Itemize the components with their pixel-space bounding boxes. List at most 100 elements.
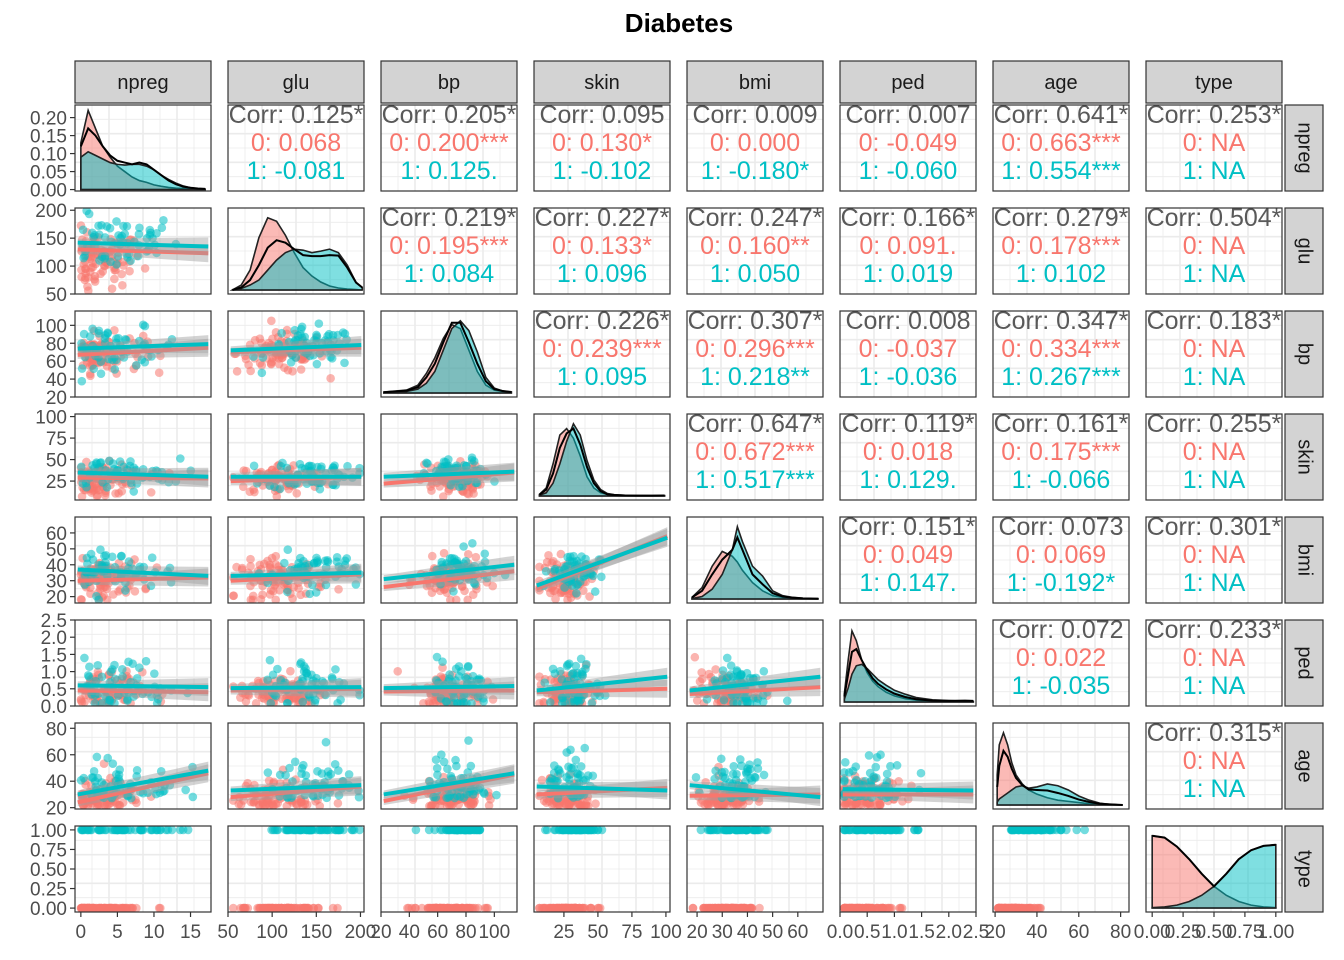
scatter-point: [422, 458, 431, 468]
scatter-point: [433, 770, 442, 780]
scatter-point: [410, 903, 420, 912]
scatter-point: [78, 225, 88, 235]
scatter-point: [459, 698, 468, 706]
scatter-point: [355, 463, 364, 473]
scatter-point: [156, 826, 165, 835]
scatter-point: [585, 592, 594, 601]
scatter-point: [704, 669, 714, 679]
scatter-point: [464, 736, 473, 745]
scatter-point: [490, 477, 499, 486]
scatter-point: [560, 583, 569, 592]
regression-group1: [536, 784, 668, 793]
scatter-point: [104, 354, 113, 364]
scatter-point: [417, 903, 427, 912]
scatter-point: [113, 251, 123, 261]
scatter-point: [313, 767, 322, 776]
scatter-point: [720, 773, 730, 783]
corr-ped-type: Corr: 0.233*0: NA1: NA: [1147, 616, 1282, 700]
scatter-point: [916, 768, 926, 778]
corr-group1: 1: NA: [1183, 672, 1246, 700]
scatter-point: [275, 903, 285, 912]
scatter-point: [442, 697, 452, 706]
scatter-point: [575, 903, 585, 912]
scatter-point: [291, 826, 301, 835]
grid-glu-bmi: [687, 208, 823, 294]
scatter-age-vs-ped: [840, 750, 974, 809]
scatter-point: [315, 478, 325, 488]
scatter-point: [286, 666, 295, 676]
scatter-point: [328, 480, 338, 490]
scatter-point: [450, 826, 459, 835]
scatter-point: [447, 903, 457, 912]
scatter-point: [111, 338, 121, 348]
scatter-point: [480, 549, 490, 559]
scatter-point: [588, 771, 598, 781]
scatter-age-vs-glu: [228, 737, 364, 809]
scatter-point: [340, 556, 350, 566]
regression-group1: [842, 787, 974, 793]
corr-overall: Corr: 0.227*: [535, 204, 670, 232]
density-bp-overall: [383, 321, 512, 394]
regression-group1: [230, 343, 362, 353]
corr-overall: Corr: 0.647*: [688, 410, 823, 438]
scatter-point: [579, 571, 589, 580]
scatter-point: [872, 773, 881, 783]
corr-group0: 0: 0.195***: [389, 232, 509, 260]
scatter-point: [255, 334, 265, 343]
corr-group0: 0: 0.068: [251, 129, 341, 157]
scatter-point: [726, 670, 735, 679]
scatter-point: [585, 826, 594, 835]
scatter-point: [730, 903, 739, 912]
scatter-point: [92, 492, 102, 500]
scatter-point: [587, 570, 596, 579]
scatter-point: [120, 335, 130, 344]
scatter-point: [143, 788, 153, 797]
corr-overall: Corr: 0.233*: [1147, 616, 1282, 644]
scatter-point: [292, 489, 302, 498]
scatter-point: [123, 791, 133, 801]
scatter-point: [156, 766, 166, 776]
scatter-point: [138, 465, 148, 474]
scatter-point: [77, 339, 86, 348]
grid-skin-age: [993, 414, 1129, 500]
scatter-point: [755, 903, 764, 912]
corr-overall: Corr: 0.301*: [1147, 513, 1282, 541]
scatter-point: [758, 690, 768, 700]
scatter-point: [88, 324, 97, 334]
grid-bp-ped: [840, 311, 976, 397]
scatter-point: [108, 759, 118, 768]
scatter-point: [93, 661, 103, 670]
corr-npreg-age: Corr: 0.641*0: 0.663***1: 0.554***: [994, 101, 1129, 185]
corr-group1: 1: -0.035: [1012, 672, 1111, 700]
grid-npreg-skin: [534, 105, 670, 191]
scatter-point: [334, 791, 344, 800]
regression-group1: [383, 469, 515, 479]
scatter-point: [290, 757, 300, 767]
scatter-point: [710, 774, 720, 784]
scatter-point: [265, 655, 275, 665]
scatter-point: [579, 586, 588, 595]
corr-group0: 0: 0.049: [863, 541, 953, 569]
scatter-point: [110, 326, 119, 335]
scatter-point: [100, 551, 109, 561]
scatter-point: [118, 672, 127, 681]
scatter-point: [283, 698, 292, 706]
scatter-point: [90, 777, 100, 786]
grid-glu-age: [993, 208, 1129, 294]
corr-group1: 1: NA: [1183, 157, 1246, 185]
scatter-point: [94, 329, 103, 338]
scatter-point: [81, 273, 90, 283]
scatter-point: [147, 553, 157, 563]
scatter-point: [720, 677, 730, 687]
scatter-point: [439, 757, 449, 767]
scatter-point: [111, 770, 121, 779]
regression-group1: [77, 342, 209, 351]
scatter-bmi-vs-bp: [383, 539, 515, 603]
scatter-point: [539, 697, 548, 706]
scatter-point: [117, 269, 126, 279]
scatter-point: [430, 826, 440, 835]
scatter-point: [848, 766, 858, 776]
corr-overall: Corr: 0.641*: [994, 101, 1129, 129]
scatter-point: [463, 550, 473, 559]
regression-group0: [77, 475, 209, 481]
